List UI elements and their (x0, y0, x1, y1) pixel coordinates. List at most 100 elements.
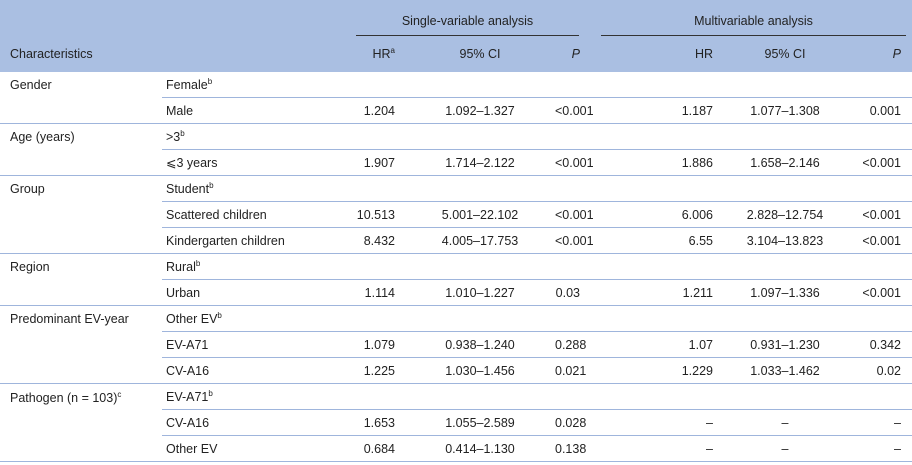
value-cell (405, 123, 555, 150)
value-cell: 0.03 (555, 279, 585, 306)
cell-text: Scattered children (166, 207, 267, 222)
value-cell (340, 123, 405, 150)
value-cell: 1.033–1.462 (720, 357, 850, 384)
value-cell (405, 383, 555, 410)
level: Urban (162, 279, 340, 306)
value-cell: – (850, 435, 912, 462)
table-row: Pathogen (n = 103)c EV-A71b (0, 383, 912, 462)
value-cell (555, 123, 585, 150)
value-cell (555, 72, 585, 98)
characteristic: Gender (0, 72, 162, 124)
cell-text: Urban (166, 285, 201, 300)
characteristic: Region (0, 253, 162, 306)
column-header: 95% CI (720, 36, 850, 72)
characteristic: Group (0, 175, 162, 254)
value-cell: 1.077–1.308 (720, 97, 850, 124)
cell-text: Kindergarten children (166, 233, 285, 248)
value-cell (585, 175, 720, 202)
value-cell: <0.001 (850, 279, 912, 306)
level: EV-A71b (162, 383, 340, 410)
value-cell: 1.010–1.227 (405, 279, 555, 306)
level: Femaleb (162, 72, 340, 98)
cell-text: Male (166, 103, 194, 118)
header-text: HR (372, 47, 391, 62)
table-row: EV-A71 1.079 0.938–1.240 0.288 1.07 0.931–1.2… (0, 331, 912, 358)
group-header: Multivariable analysis (601, 6, 906, 36)
value-cell (850, 123, 912, 150)
value-cell: <0.001 (555, 227, 594, 254)
level: ⩽3 years (162, 149, 340, 176)
cell-text: Gender (10, 78, 52, 92)
level: Ruralb (162, 253, 340, 280)
value-cell: 6.006 (585, 201, 720, 228)
value-cell (405, 175, 555, 202)
value-cell: – (850, 409, 912, 436)
footnote-mark: b (208, 388, 213, 398)
table-row: Gender Femaleb (0, 72, 912, 124)
value-cell: 1.092–1.327 (405, 97, 555, 124)
value-cell: <0.001 (555, 149, 594, 176)
table-row: Urban 1.114 1.010–1.227 0.03 1.211 1.097–1.33… (0, 279, 912, 306)
value-cell (720, 72, 850, 98)
cell-text: EV-A71 (166, 337, 209, 352)
value-cell (340, 175, 405, 202)
value-cell (340, 72, 405, 98)
value-cell: 1.079 (340, 331, 405, 358)
cell-text: Other EV (166, 441, 218, 456)
value-cell: 1.07 (585, 331, 720, 358)
value-cell: 1.653 (340, 409, 405, 436)
level: Other EVb (162, 305, 340, 332)
value-cell: 0.288 (555, 331, 586, 358)
value-cell: 3.104–13.823 (720, 227, 850, 254)
value-cell: – (720, 409, 850, 436)
cell-text: Other EV (166, 312, 218, 327)
cell-text: Female (166, 78, 208, 93)
value-cell (585, 253, 720, 280)
table-row: Age (years) >3b (0, 123, 912, 176)
cell-text: Region (10, 260, 50, 274)
value-cell: 0.001 (850, 97, 912, 124)
table-row: ⩽3 years 1.907 1.714–2.122 <0.001 1.886 1.658… (0, 149, 912, 176)
value-cell: 1.055–2.589 (405, 409, 555, 436)
value-cell: 1.211 (585, 279, 720, 306)
level: Kindergarten children (162, 227, 340, 254)
table-row: Scattered children 10.513 5.001–22.102 <0.0… (0, 201, 912, 228)
value-cell: <0.001 (850, 149, 912, 176)
value-cell: 10.513 (340, 201, 405, 228)
value-cell (850, 305, 912, 332)
table-row: Predominant EV-year Other EVb (0, 305, 912, 384)
footnote-mark: b (209, 180, 214, 190)
level: Male (162, 97, 340, 124)
footnote-mark: a (390, 46, 395, 56)
footnote-mark: c (117, 390, 122, 399)
value-cell (850, 175, 912, 202)
characteristic: Predominant EV-year (0, 305, 162, 384)
value-cell (720, 383, 850, 410)
value-cell: <0.001 (850, 227, 912, 254)
value-cell: 1.886 (585, 149, 720, 176)
value-cell: 0.138 (555, 435, 586, 462)
level: EV-A71 (162, 331, 340, 358)
value-cell: <0.001 (555, 97, 594, 124)
value-cell: 6.55 (585, 227, 720, 254)
value-cell (555, 305, 585, 332)
value-cell: 0.02 (850, 357, 912, 384)
value-cell (340, 305, 405, 332)
cell-text: Rural (166, 260, 196, 275)
value-cell: 1.187 (585, 97, 720, 124)
cell-text: CV-A16 (166, 415, 210, 430)
cell-text: Pathogen (n = 103) (10, 391, 118, 406)
footnote-mark: b (180, 128, 185, 138)
value-cell (585, 72, 720, 98)
cell-text: Age (years) (10, 130, 75, 144)
value-cell: 1.030–1.456 (405, 357, 555, 384)
value-cell (720, 305, 850, 332)
characteristic: Age (years) (0, 123, 162, 176)
value-cell: 5.001–22.102 (405, 201, 555, 228)
table-row: Group Studentb (0, 175, 912, 254)
value-cell (555, 253, 585, 280)
level: CV-A16 (162, 409, 340, 436)
table-row: Male 1.204 1.092–1.327 <0.001 1.187 1.077–1.3… (0, 97, 912, 124)
table-row: CV-A16 1.653 1.055–2.589 0.028– – – (0, 409, 912, 436)
